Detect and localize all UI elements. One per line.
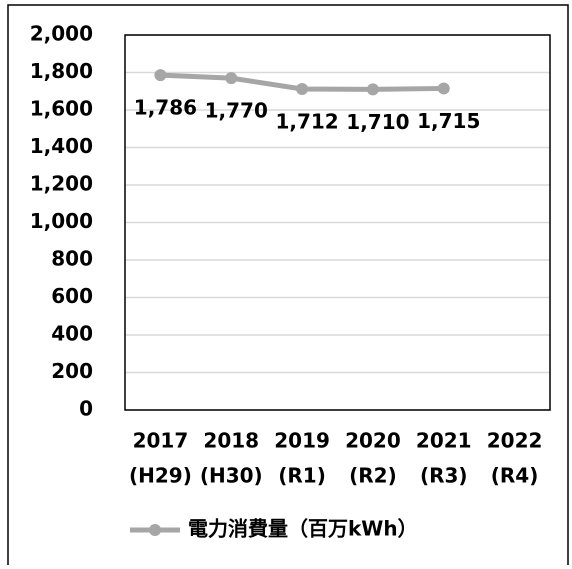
x-tick-label: 2017: [133, 429, 189, 453]
x-tick-label: 2019: [274, 429, 330, 453]
y-tick-label: 1,600: [30, 97, 93, 121]
y-tick-label: 1,800: [30, 59, 93, 83]
x-tick-label: (H30): [200, 464, 263, 488]
data-label: 1,786: [134, 96, 197, 120]
data-label: 1,712: [275, 110, 338, 134]
y-tick-label: 600: [51, 284, 93, 308]
data-point: [225, 72, 238, 85]
data-point: [437, 82, 450, 95]
legend-marker: [149, 524, 161, 536]
frame: [7, 4, 569, 569]
x-tick-label: (R2): [349, 464, 397, 488]
data-point: [366, 83, 379, 96]
x-tick-label: (R4): [491, 464, 539, 488]
data-point: [154, 69, 167, 82]
plot-border: [124, 34, 551, 411]
data-label: 1,715: [417, 109, 480, 133]
x-tick-label: 2022: [487, 429, 543, 453]
legend-label: 電力消費量（百万kWh）: [188, 517, 418, 541]
x-tick-label: 2021: [416, 429, 472, 453]
data-label: 1,710: [346, 110, 409, 134]
y-tick-label: 1,400: [30, 134, 93, 158]
x-tick-label: (R1): [278, 464, 326, 488]
y-tick-label: 2,000: [30, 22, 93, 46]
y-tick-label: 1,200: [30, 172, 93, 196]
y-tick-label: 200: [51, 359, 93, 383]
data-point: [296, 83, 309, 95]
x-tick-label: 2020: [345, 429, 401, 453]
data-label: 1,770: [205, 99, 268, 123]
x-tick-label: (R3): [420, 464, 468, 488]
x-tick-label: 2018: [203, 429, 259, 453]
y-tick-label: 1,000: [30, 209, 93, 233]
y-tick-label: 400: [51, 322, 93, 346]
y-tick-label: 800: [51, 247, 93, 271]
y-tick-label: 0: [79, 397, 93, 421]
x-tick-label: (H29): [129, 464, 192, 488]
